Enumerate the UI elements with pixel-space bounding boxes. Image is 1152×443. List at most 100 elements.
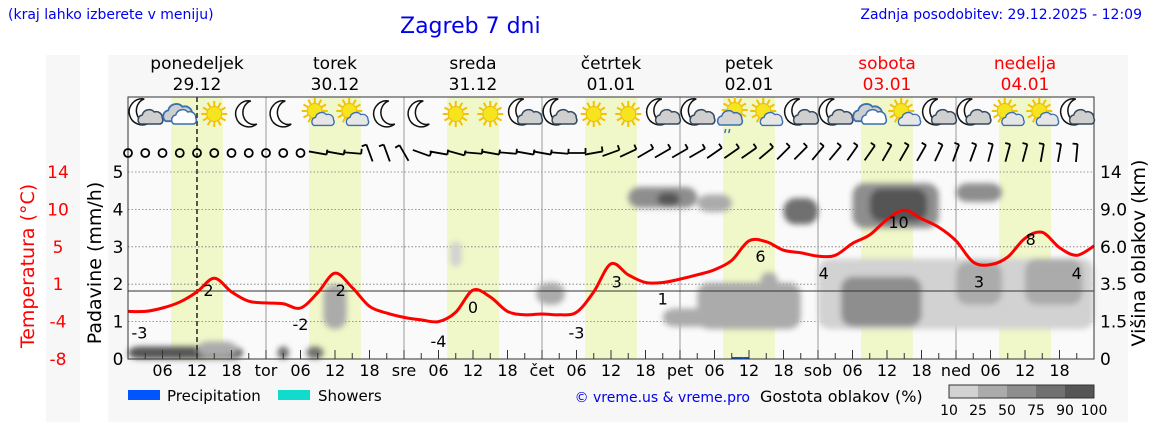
wind-barb-tick [701,143,706,149]
temp-axis-title: Temperatura (°C) [17,184,39,349]
sun-ray [496,106,503,111]
cloud-area [697,194,732,212]
wind-barb-tick [718,143,723,149]
sun-ray [741,113,747,118]
sun-ray [217,102,222,108]
hour-tick-label: 12 [1015,361,1035,380]
wind-barb-shaft [515,150,534,156]
sun-icon [585,106,602,122]
weather-icon-moon-cloud [680,98,716,126]
cloud-icon [516,108,544,125]
temp-tick-label: 1 [53,275,64,295]
sun-ray [741,102,747,107]
wind-barb-icon [1004,142,1011,162]
cloud-area [841,276,922,327]
sun-ray [581,106,588,111]
wind-barb-shaft [969,144,978,162]
precip-tick-label: 3 [113,238,124,258]
sun-ray [616,106,622,111]
day-date: 01.01 [587,75,636,95]
day-name: sreda [449,54,496,74]
cloud-icon [170,108,198,125]
temp-tick-label: 10 [47,200,69,220]
sun-ray [482,102,488,108]
cloud-icon [1068,108,1096,125]
temperature-label: -2 [293,315,309,334]
wind-barb-shaft [1021,144,1029,162]
temp-tick-label: -8 [50,350,67,370]
wind-barb-icon [567,148,587,154]
hour-tick-label: 12 [463,361,483,380]
cloud-icon [1001,111,1025,127]
sun-ray [206,102,212,108]
wind-barb-shaft [602,149,620,157]
weather-icon-sun [201,101,228,127]
cloud-area [277,346,289,359]
wind-barb-shaft [365,144,374,162]
hour-tick-label: 12 [739,361,759,380]
wind-barb-tick [667,143,672,149]
wind-barb-tick [836,142,842,147]
cloud-area [450,241,462,267]
location-hint: (kraj lahko izberete v meniju) [8,7,214,23]
wind-calm-icon [243,148,254,158]
wind-barb-tick [616,144,621,151]
day-date: 30.12 [311,75,360,95]
wind-barb-tick [785,142,791,148]
temperature-label: 0 [468,298,478,317]
wind-barb-tick [378,143,384,148]
temperature-label: 3 [612,273,622,292]
day-name: četrtek [581,54,642,74]
wind-barb-icon [846,142,859,161]
cloud-scale-swatch [1065,385,1094,398]
hour-tick-label: 12 [187,361,207,380]
sun-ray [620,120,626,126]
sun-ray [889,114,895,119]
sun-ray [307,117,312,123]
cloud-scale-label: 10 [940,403,958,419]
wind-barb-icon [987,142,994,162]
weather-icon-sun-cloud [750,98,784,127]
wind-barb-shaft [584,150,603,156]
cloud-icon [827,108,854,125]
cloud-scale-frame [948,384,1095,399]
wind-barb-icon [881,141,893,162]
sun-ray [448,102,453,108]
weather-icon-moon-cloud [783,98,820,126]
wind-barb-shaft [758,146,774,160]
height-axis-title: Višina oblakov (km) [1128,160,1150,347]
sun-ray [596,102,602,108]
cloud-area [536,282,565,305]
wind-barb-shaft [429,150,448,156]
wind-calm-icon [226,148,237,158]
sun-ray [751,114,757,119]
wind-barb-tick [752,143,758,149]
day-tick-label: sob [804,361,832,380]
sun-ray [496,117,503,122]
cloud-icon [965,108,992,125]
day-tick-label: ned [941,361,971,380]
wind-barb-shaft [1039,143,1045,163]
temperature-label: 4 [1072,264,1082,283]
weather-icon-sun-cloud [336,98,370,127]
wind-calm-icon [209,148,220,158]
hour-tick-label: 12 [877,361,897,380]
wind-barb-shaft [952,144,960,162]
temp-tick-label: -4 [50,313,67,333]
cloud-area [1025,258,1083,305]
hour-tick-label: 12 [325,361,345,380]
cloud-area [657,192,680,206]
wind-barb-shaft [498,151,517,155]
precipitation-bar [743,357,749,359]
hour-tick-label: 18 [773,361,793,380]
wind-barb-shaft [1075,143,1079,163]
sun-ray [220,117,227,122]
day-tick-label: čet [530,361,555,380]
wind-barb-tick [633,144,638,150]
weather-icon-sun-cloud [1026,98,1060,127]
precipitation-legend-label: Precipitation [167,387,261,405]
sun-ray [1031,117,1037,123]
wind-barb-icon [584,146,604,156]
wind-barb-shaft [481,150,500,156]
cloud-scale-swatch [1007,385,1036,398]
